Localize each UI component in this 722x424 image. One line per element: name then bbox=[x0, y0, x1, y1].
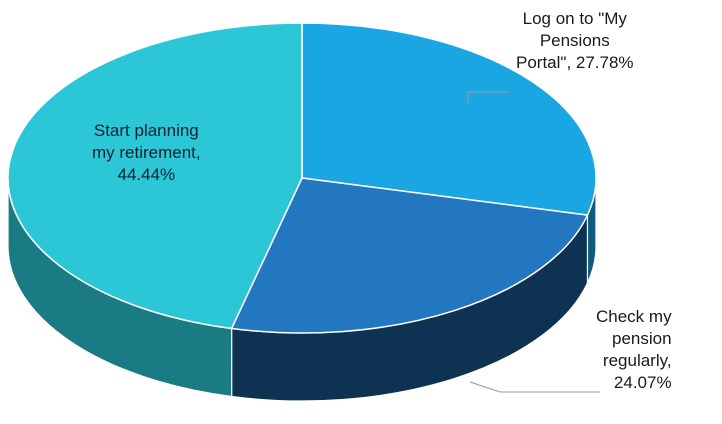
leader-lines bbox=[467, 91, 600, 393]
slice-label-line: Check my bbox=[596, 307, 672, 326]
slice-label-line: Pensions bbox=[539, 31, 610, 50]
slice-label-check-pension: Check my pension regularly, 24.07% bbox=[596, 306, 672, 394]
pie-slice bbox=[301, 22, 597, 216]
slice-label-line: 24.07% bbox=[613, 373, 672, 392]
slice-label-line: regularly, bbox=[602, 351, 672, 370]
leader-line-log-on bbox=[467, 91, 510, 104]
pie-top-layer bbox=[7, 22, 597, 334]
slice-label-line: my retirement, bbox=[92, 143, 201, 162]
slice-label-line: 44.44% bbox=[117, 165, 176, 184]
pie-slice bbox=[230, 177, 589, 334]
pie-slice bbox=[7, 22, 303, 330]
leader-line-check-pension bbox=[469, 381, 600, 393]
slice-label-start-planning: Start planning my retirement, 44.44% bbox=[92, 120, 201, 186]
slice-label-log-on: Log on to "My Pensions Portal", 27.78% bbox=[516, 8, 634, 74]
slice-label-line: Start planning bbox=[93, 121, 199, 140]
slice-label-line: Portal", 27.78% bbox=[516, 53, 634, 72]
slice-label-line: Log on to "My bbox=[522, 9, 627, 28]
slice-label-line: pension bbox=[612, 329, 672, 348]
